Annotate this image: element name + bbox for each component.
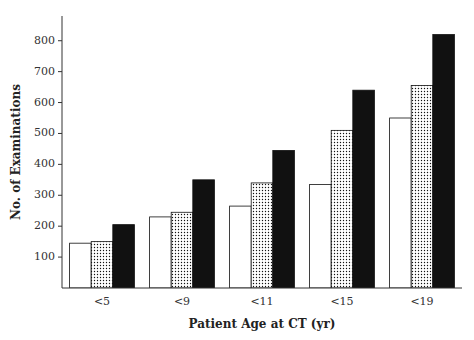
bar — [310, 184, 332, 288]
bar — [193, 180, 215, 288]
bar — [70, 243, 92, 288]
y-tick — [58, 226, 62, 227]
bar — [353, 90, 375, 288]
y-tick-label: 100 — [34, 250, 55, 263]
bar — [390, 118, 412, 288]
bar — [150, 217, 172, 288]
x-tick-label: <11 — [250, 295, 273, 308]
y-tick — [58, 40, 62, 41]
bars — [70, 35, 455, 288]
bar — [171, 212, 193, 288]
y-axis-label: No. of Examinations — [9, 84, 23, 220]
bar — [433, 35, 455, 288]
y-tick-label: 700 — [34, 65, 55, 78]
y-axis-line — [62, 16, 63, 288]
x-tick-label: <5 — [94, 295, 110, 308]
y-tick-label: 200 — [34, 219, 55, 232]
x-axis-label: Patient Age at CT (yr) — [189, 317, 336, 331]
x-tick-label: <9 — [174, 295, 190, 308]
y-tick — [58, 102, 62, 103]
x-tick-label: <15 — [330, 295, 353, 308]
bar — [113, 225, 135, 288]
bar — [91, 242, 113, 288]
y-tick — [58, 195, 62, 196]
y-tick — [58, 133, 62, 134]
y-tick — [58, 164, 62, 165]
bar — [273, 150, 295, 288]
bar — [230, 206, 252, 288]
x-tick-label: <19 — [410, 295, 433, 308]
chart: 100 200 300 400 500 600 700 800 <5 <9 <11 <15 <19 Pat… — [0, 0, 474, 340]
bar — [331, 130, 353, 288]
y-tick-label: 600 — [34, 96, 55, 109]
y-tick-label: 800 — [34, 34, 55, 47]
y-tick-label: 500 — [34, 126, 55, 139]
y-tick — [58, 71, 62, 72]
y-tick-label: 400 — [34, 157, 55, 170]
bar — [251, 183, 273, 288]
y-tick — [58, 257, 62, 258]
bar — [411, 86, 433, 288]
y-tick-label: 300 — [34, 188, 55, 201]
x-axis-line — [62, 288, 462, 289]
